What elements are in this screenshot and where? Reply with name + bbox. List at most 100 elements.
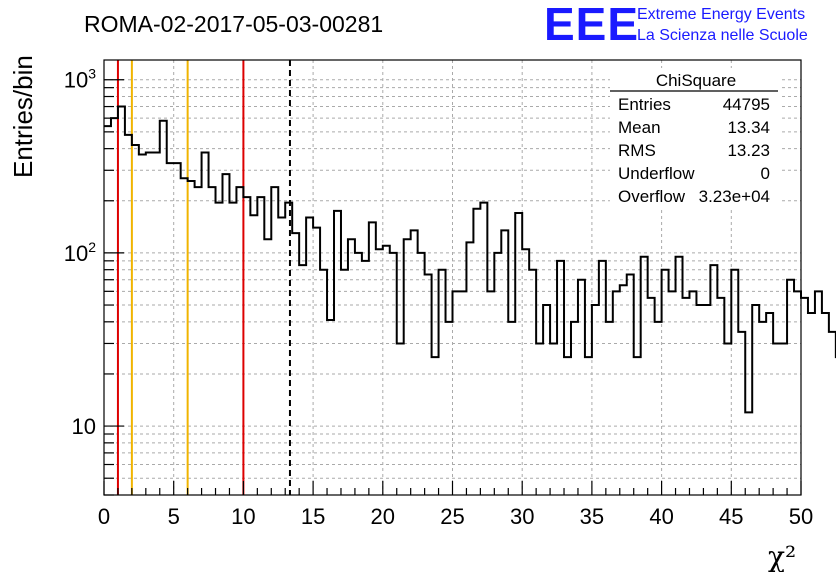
stats-box: ChiSquare Entries 44795 Mean 13.34 RMS 13.23 U… [610, 68, 782, 208]
histogram-bin [487, 291, 494, 495]
histogram-bin [613, 291, 620, 495]
stats-row-label: Overflow [618, 187, 686, 206]
histogram-bin [216, 203, 223, 495]
x-tick-labels: 0 5 10 15 20 25 30 35 40 45 50 [98, 504, 813, 529]
x-tick-label: 15 [301, 504, 325, 529]
histogram-bin [285, 203, 292, 495]
histogram-bin [822, 313, 829, 495]
stats-row-label: Underflow [618, 164, 695, 183]
x-tick-label: 0 [98, 504, 110, 529]
histogram-bin [432, 357, 439, 495]
x-tick-label: 20 [371, 504, 395, 529]
histogram-bin [167, 163, 174, 495]
histogram-bin [236, 187, 243, 495]
histogram-bin [139, 155, 146, 495]
histogram-bin [473, 209, 480, 495]
histogram-bin [543, 305, 550, 495]
histogram-bin [453, 291, 460, 495]
histogram-bin [334, 211, 341, 495]
y-axis-label: Entries/bin [8, 55, 38, 178]
histogram-bin [508, 322, 515, 495]
histogram-bin [313, 228, 320, 495]
histogram-bin [683, 298, 690, 495]
histogram-bin [641, 257, 648, 495]
histogram-bin [571, 322, 578, 495]
x-tick-label: 45 [719, 504, 743, 529]
eee-logo-mark: EEE [544, 0, 639, 50]
histogram-bin [787, 280, 794, 495]
histogram-bin [271, 187, 278, 495]
histogram-bin [348, 239, 355, 495]
histogram-bin [731, 270, 738, 495]
eee-logo: EEE Extreme Energy Events La Scienza nel… [544, 0, 808, 50]
histogram-bin [655, 322, 662, 495]
histogram-bin [689, 291, 696, 495]
chart-title: ROMA-02-2017-05-03-00281 [84, 11, 383, 37]
histogram-bin [550, 343, 557, 495]
x-axis-label-symbol: χ² [768, 540, 796, 572]
stats-title: ChiSquare [656, 71, 736, 90]
logo-line-2: La Scienza nelle Scuole [637, 27, 808, 44]
histogram-bin [738, 332, 745, 495]
stats-rows: Entries 44795 Mean 13.34 RMS 13.23 Underflow 0 O… [618, 95, 770, 206]
histogram-bin [404, 239, 411, 495]
histogram-bin [829, 332, 836, 495]
histogram-bin [634, 357, 641, 495]
histogram-bin [299, 265, 306, 495]
x-tick-label: 40 [649, 504, 673, 529]
histogram-bin [292, 233, 299, 495]
histogram-bin [564, 357, 571, 495]
histogram-bin [494, 253, 501, 495]
axis-ticks [103, 79, 802, 496]
x-tick-label: 35 [580, 504, 604, 529]
logo-line-1: Extreme Energy Events [637, 6, 805, 23]
histogram-bin [376, 249, 383, 495]
histogram-bin [397, 343, 404, 495]
histogram-bin [696, 305, 703, 495]
histogram-bin [515, 213, 522, 495]
histogram-bin [425, 275, 432, 495]
histogram-bin [759, 322, 766, 495]
histogram-bin [446, 322, 453, 495]
histogram-bin [160, 121, 167, 495]
histogram-bin [592, 305, 599, 495]
histogram-bin [529, 270, 536, 495]
histogram-bin [278, 218, 285, 495]
histogram-bin [808, 313, 815, 495]
histogram-bin [188, 181, 195, 495]
stats-row-value: 44795 [723, 95, 770, 114]
histogram-bin [229, 203, 236, 495]
histogram-bin [202, 153, 209, 495]
histogram-bin [362, 261, 369, 495]
histogram-bin [606, 322, 613, 495]
histogram-bin [752, 305, 759, 495]
histogram-bin [627, 275, 634, 495]
histogram-bin [320, 270, 327, 495]
histogram-bin [717, 298, 724, 495]
histogram-bin [125, 135, 132, 495]
stats-row-label: RMS [618, 141, 656, 160]
histogram-bin [181, 178, 188, 495]
histogram-bin [620, 285, 627, 495]
histogram-bin [118, 107, 125, 495]
x-tick-label: 50 [789, 504, 813, 529]
stats-row-label: Entries [618, 95, 671, 114]
histogram-bin [439, 270, 446, 495]
histogram-bin [174, 163, 181, 495]
histogram [104, 105, 836, 495]
histogram-bin [195, 187, 202, 495]
histogram-bin [369, 222, 376, 495]
histogram-bin [209, 187, 216, 495]
y-tick-labels: 10 102 103 [64, 66, 96, 439]
histogram-bin [327, 320, 334, 495]
grid-lines [104, 60, 801, 495]
y-tick-label: 103 [64, 66, 96, 93]
histogram-bin [599, 261, 606, 495]
histogram-bin [355, 253, 362, 495]
histogram-bin [459, 291, 466, 495]
stats-row-value: 13.34 [727, 118, 770, 137]
histogram-bin [745, 412, 752, 495]
x-tick-label: 25 [440, 504, 464, 529]
histogram-bin [104, 126, 111, 495]
stats-row-value: 13.23 [727, 141, 770, 160]
